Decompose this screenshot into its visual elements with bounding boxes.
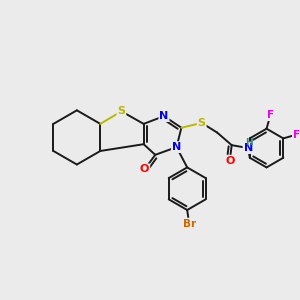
Text: Br: Br — [183, 218, 196, 229]
Text: F: F — [267, 110, 274, 120]
Text: S: S — [198, 118, 206, 128]
Text: H: H — [245, 138, 253, 147]
Text: N: N — [172, 142, 181, 152]
Text: O: O — [225, 156, 235, 166]
Text: F: F — [293, 130, 300, 140]
Text: O: O — [140, 164, 149, 174]
Text: S: S — [117, 106, 125, 116]
Text: N: N — [159, 111, 169, 121]
Text: N: N — [244, 143, 253, 153]
